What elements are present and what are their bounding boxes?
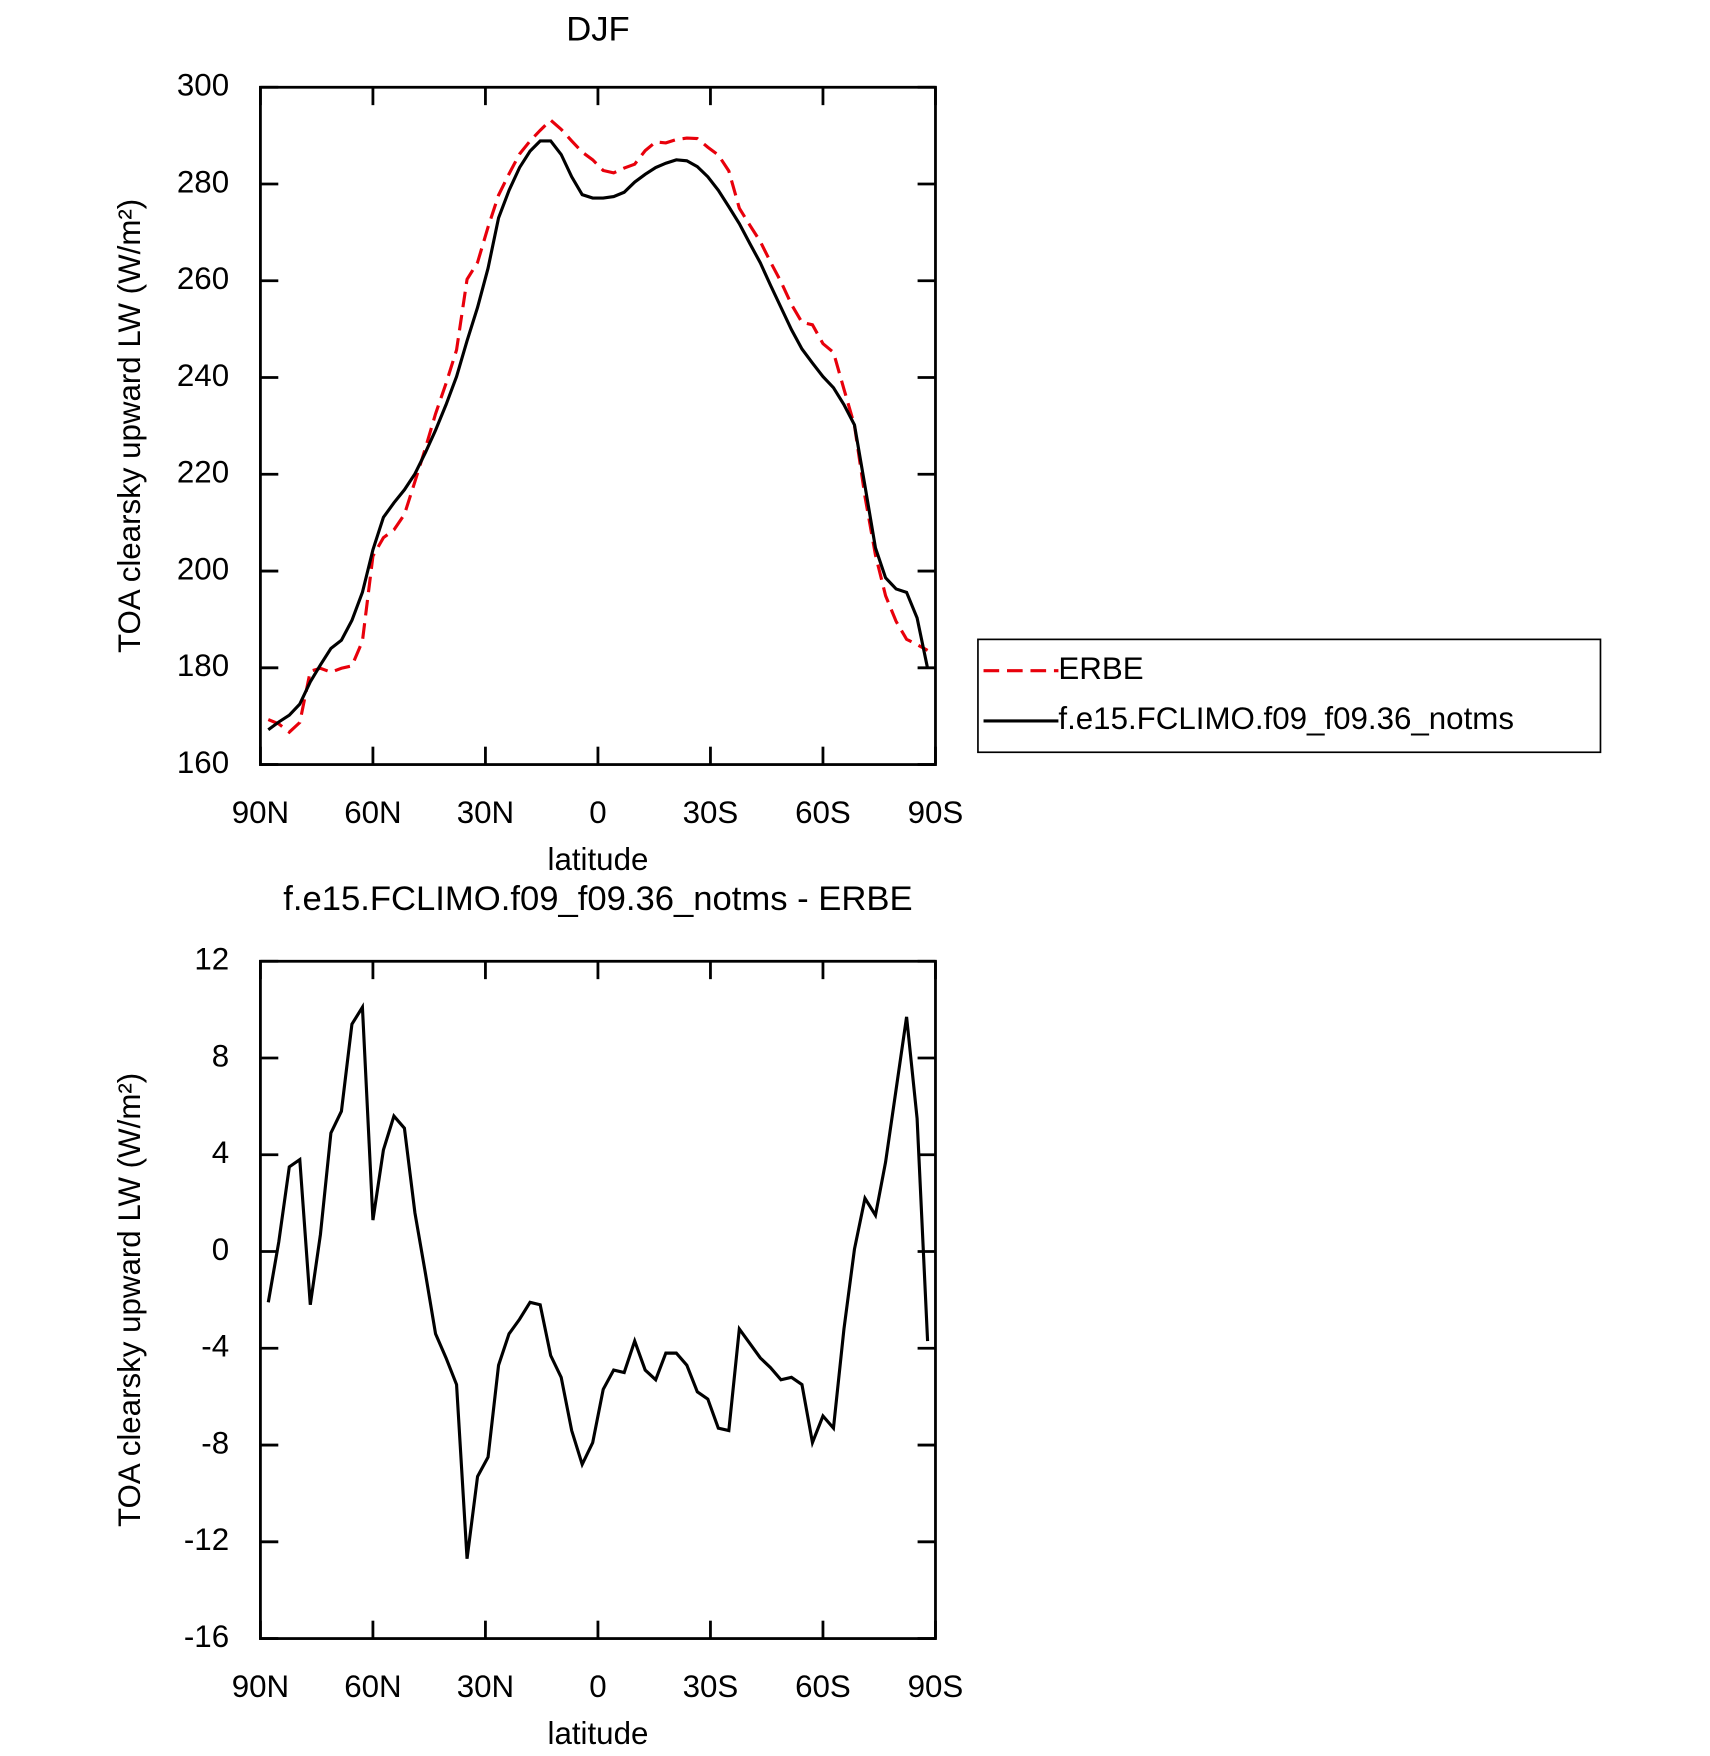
x-tick-label: 0	[589, 1669, 606, 1704]
legend-box	[977, 638, 1602, 754]
x-tick-label: 60N	[344, 795, 401, 830]
chart-title: DJF	[566, 11, 629, 49]
x-tick-label: 30S	[683, 795, 739, 830]
y-tick-label: 4	[212, 1135, 229, 1170]
x-tick-label: 90S	[908, 795, 964, 830]
y-tick-label: 180	[177, 648, 229, 683]
x-tick-label: 60S	[795, 795, 851, 830]
chart-title: f.e15.FCLIMO.f09_f09.36_notms - ERBE	[283, 880, 912, 918]
x-tick-label: 30N	[457, 795, 514, 830]
x-tick-label: 30N	[457, 1669, 514, 1704]
y-tick-label: 12	[194, 942, 229, 977]
legend-label: ERBE	[1058, 651, 1143, 686]
data-line	[267, 139, 930, 731]
y-tick-label: 220	[177, 455, 229, 490]
x-tick-label: 60S	[795, 1669, 851, 1704]
y-tick-label: 260	[177, 261, 229, 296]
plot-frame	[259, 959, 937, 1640]
y-tick-label: 280	[177, 164, 229, 199]
y-axis-label: TOA clearsky upward LW (W/m²)	[112, 1073, 147, 1527]
x-tick-label: 90N	[232, 795, 289, 830]
data-line	[267, 118, 929, 735]
legend-label: f.e15.FCLIMO.f09_f09.36_notms	[1058, 701, 1514, 736]
y-tick-label: -16	[184, 1619, 229, 1654]
x-axis-label: latitude	[548, 1716, 649, 1751]
data-line	[266, 1002, 930, 1559]
x-tick-label: 60N	[344, 1669, 401, 1704]
y-tick-label: 240	[177, 358, 229, 393]
y-tick-label: -4	[201, 1329, 229, 1364]
plot-frame	[259, 85, 937, 766]
y-tick-label: 300	[177, 68, 229, 103]
y-tick-label: -8	[201, 1425, 229, 1460]
y-tick-label: 200	[177, 551, 229, 586]
y-tick-label: 8	[212, 1038, 229, 1073]
x-tick-label: 30S	[683, 1669, 739, 1704]
y-axis-label: TOA clearsky upward LW (W/m²)	[112, 199, 147, 653]
x-tick-label: 90S	[908, 1669, 964, 1704]
y-tick-label: -12	[184, 1522, 229, 1557]
y-tick-label: 0	[212, 1232, 229, 1267]
x-tick-label: 90N	[232, 1669, 289, 1704]
x-tick-label: 0	[589, 795, 606, 830]
x-axis-label: latitude	[548, 842, 649, 877]
y-tick-label: 160	[177, 745, 229, 780]
